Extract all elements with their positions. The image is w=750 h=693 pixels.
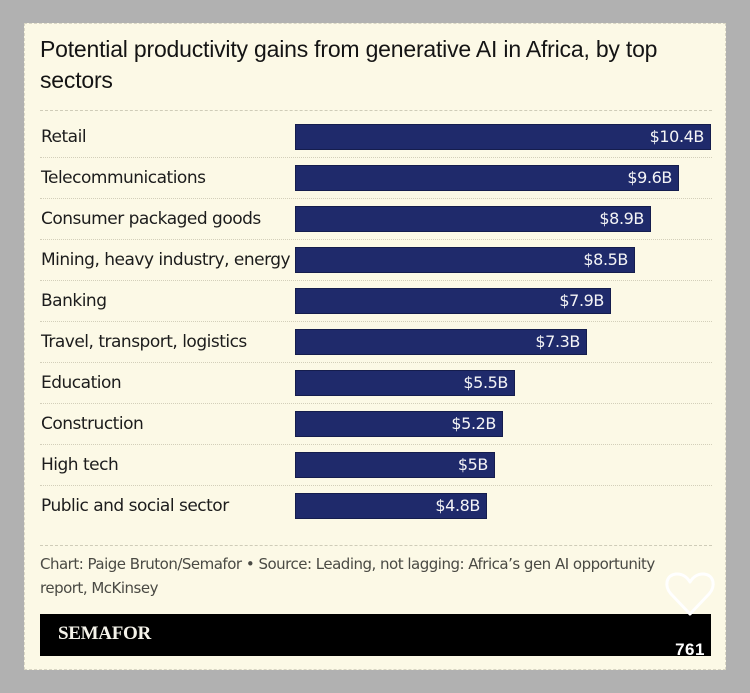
row-divider: [40, 157, 712, 158]
bar-chart: Retail $10.4B Telecommunications $9.6B Consu…: [25, 117, 727, 537]
chart-row: Mining, heavy industry, energy $8.5B: [40, 240, 712, 281]
bar-value-label: $10.4B: [649, 127, 705, 146]
category-label: Telecommunications: [41, 168, 206, 188]
category-label: Retail: [41, 127, 87, 147]
bar: $5.2B: [295, 411, 503, 437]
category-label: Consumer packaged goods: [41, 209, 261, 229]
bar-value-label: $7.3B: [535, 332, 580, 351]
row-divider: [40, 239, 712, 240]
chart-row: Public and social sector $4.8B: [40, 486, 712, 527]
chart-row: Construction $5.2B: [40, 404, 712, 445]
category-label: Banking: [41, 291, 107, 311]
chart-row: Banking $7.9B: [40, 281, 712, 322]
chart-row: Education $5.5B: [40, 363, 712, 404]
bar: $5.5B: [295, 370, 515, 396]
bar: $9.6B: [295, 165, 679, 191]
header-divider: [40, 110, 712, 111]
chart-row: Retail $10.4B: [40, 117, 712, 158]
chart-row: High tech $5B: [40, 445, 712, 486]
row-divider: [40, 198, 712, 199]
row-divider: [40, 362, 712, 363]
category-label: Education: [41, 373, 122, 393]
bar-value-label: $8.5B: [583, 250, 628, 269]
bar: $5B: [295, 452, 495, 478]
bar: $7.9B: [295, 288, 611, 314]
chart-row: Consumer packaged goods $8.9B: [40, 199, 712, 240]
bar: $8.5B: [295, 247, 635, 273]
bar-value-label: $4.8B: [435, 496, 480, 515]
category-label: Construction: [41, 414, 144, 434]
row-divider: [40, 403, 712, 404]
chart-row: Travel, transport, logistics $7.3B: [40, 322, 712, 363]
footer-divider: [40, 545, 712, 546]
row-divider: [40, 280, 712, 281]
bar-value-label: $7.9B: [559, 291, 604, 310]
semafor-logo: SEMAFOR: [58, 623, 151, 644]
chart-card: Potential productivity gains from genera…: [24, 23, 726, 670]
heart-outline-icon[interactable]: [664, 570, 716, 618]
bar-value-label: $9.6B: [627, 168, 672, 187]
row-divider: [40, 444, 712, 445]
category-label: Travel, transport, logistics: [41, 332, 247, 352]
bar: $4.8B: [295, 493, 487, 519]
chart-title: Potential productivity gains from genera…: [40, 36, 658, 93]
brand-banner: SEMAFOR: [40, 614, 711, 656]
like-count: 761: [675, 640, 705, 659]
bar-value-label: $5.2B: [451, 414, 496, 433]
category-label: Mining, heavy industry, energy: [41, 250, 291, 270]
row-divider: [40, 321, 712, 322]
category-label: High tech: [41, 455, 119, 475]
chart-row: Telecommunications $9.6B: [40, 158, 712, 199]
bar-value-label: $5.5B: [463, 373, 508, 392]
row-divider: [40, 485, 712, 486]
bar: $10.4B: [295, 124, 711, 150]
chart-source-note: Chart: Paige Bruton/Semafor • Source: Le…: [40, 555, 655, 597]
bar-value-label: $5B: [457, 455, 489, 474]
bar-value-label: $8.9B: [599, 209, 644, 228]
bar: $8.9B: [295, 206, 651, 232]
category-label: Public and social sector: [41, 496, 229, 516]
bar: $7.3B: [295, 329, 587, 355]
